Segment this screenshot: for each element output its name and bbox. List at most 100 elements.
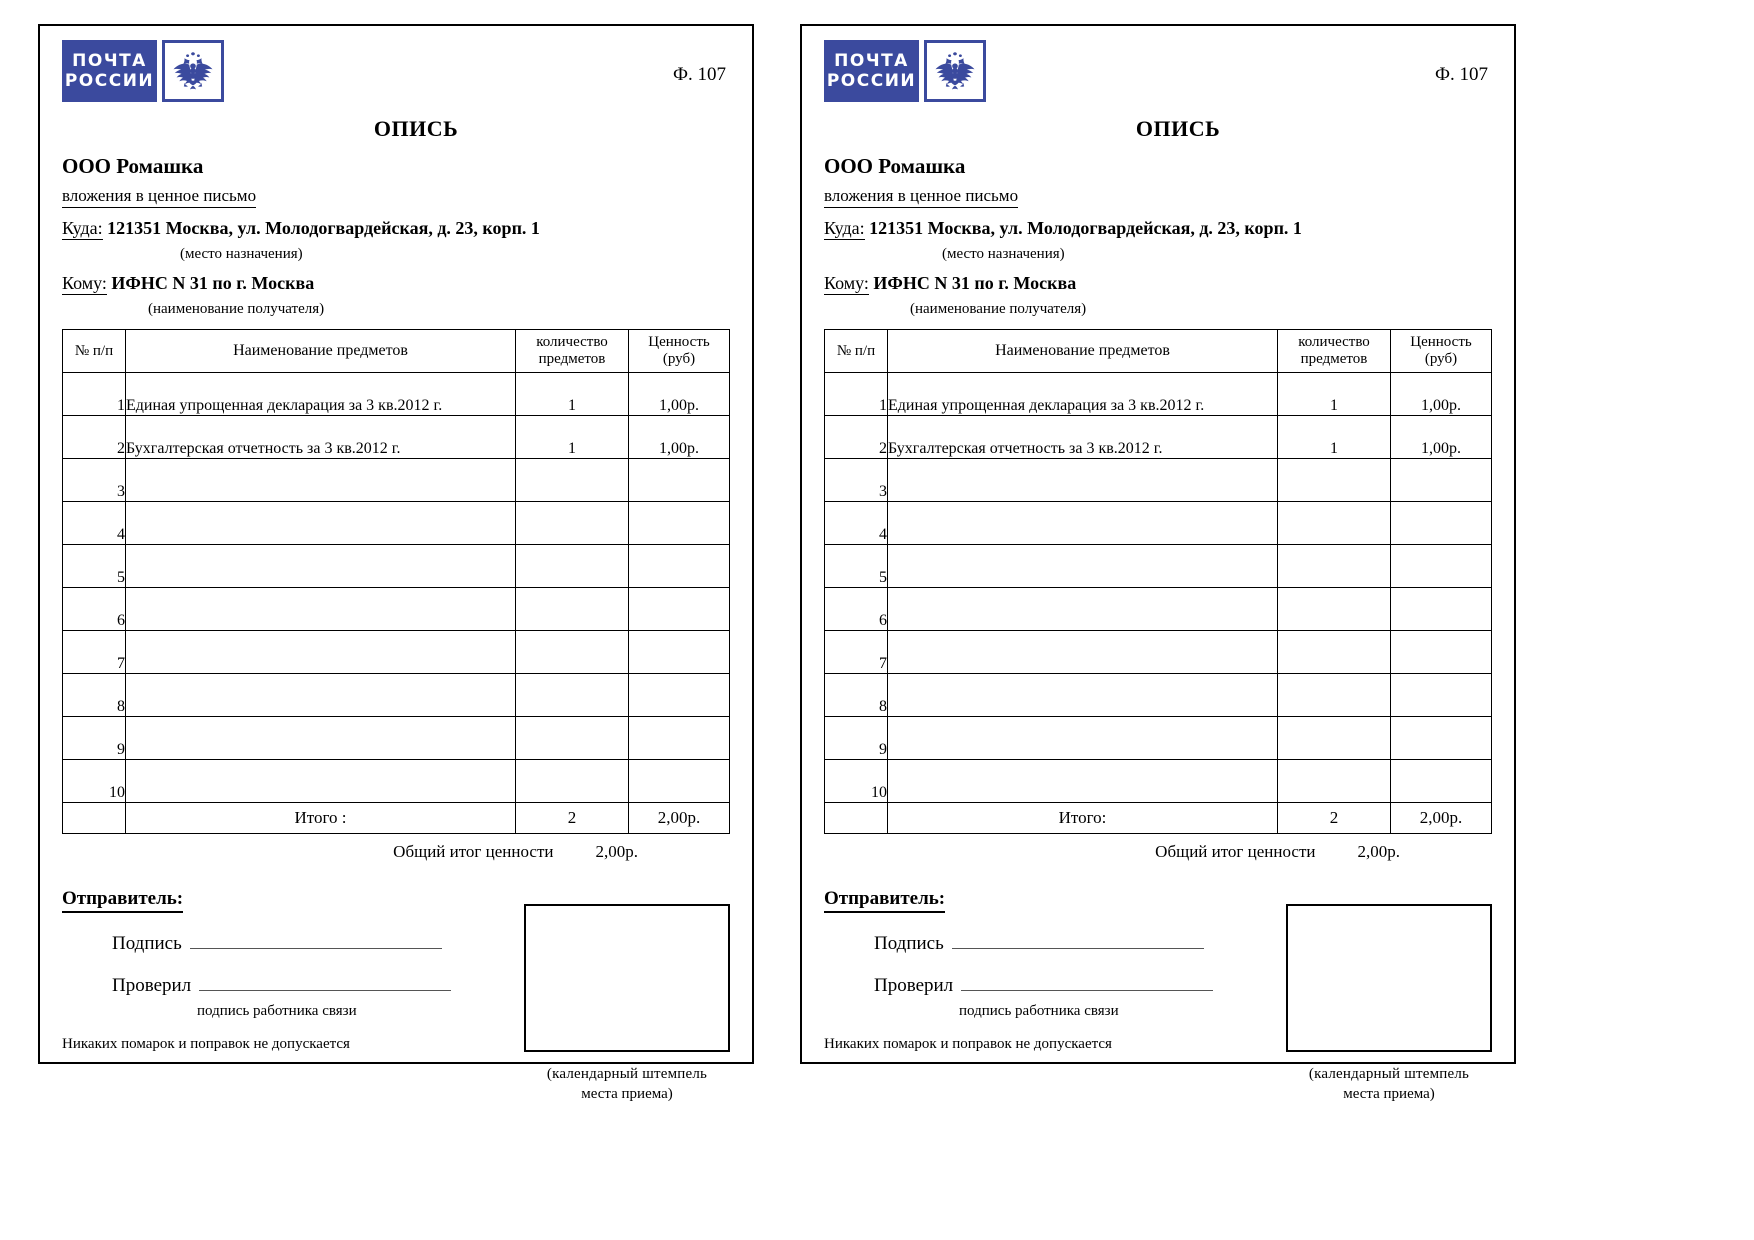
- row-quantity[interactable]: [515, 673, 629, 717]
- row-value[interactable]: [628, 544, 730, 588]
- logo-line-2: РОССИИ: [64, 70, 155, 91]
- row-item-name[interactable]: Единая упрощенная декларация за 3 кв.201…: [887, 372, 1278, 416]
- row-value[interactable]: [628, 501, 730, 545]
- row-quantity[interactable]: 1: [1277, 415, 1391, 459]
- row-value[interactable]: [1390, 587, 1492, 631]
- double-headed-eagle-icon: [162, 40, 224, 102]
- row-number: 5: [824, 544, 888, 588]
- organization-name: ООО Ромашка: [824, 154, 966, 178]
- row-value[interactable]: [1390, 501, 1492, 545]
- row-item-name[interactable]: [887, 716, 1278, 760]
- row-number: 4: [824, 501, 888, 545]
- grand-total-label: Общий итог ценности: [1155, 842, 1316, 861]
- destination-line: Куда: 121351 Москва, ул. Молодогвардейск…: [62, 218, 730, 240]
- table-row: 10: [824, 759, 1492, 803]
- row-item-name[interactable]: [887, 544, 1278, 588]
- row-quantity[interactable]: 1: [515, 372, 629, 416]
- row-value[interactable]: [1390, 673, 1492, 717]
- stamp-caption-line1: (календарный штемпель: [546, 1066, 708, 1082]
- row-quantity[interactable]: [1277, 544, 1391, 588]
- table-row: 2 Бухгалтерская отчетность за 3 кв.2012 г…: [824, 415, 1492, 459]
- row-quantity[interactable]: [515, 544, 629, 588]
- row-item-name[interactable]: [125, 587, 516, 631]
- row-value[interactable]: 1,00р.: [628, 372, 730, 416]
- logo-wordmark: ПОЧТА РОССИИ: [824, 40, 919, 102]
- row-item-name[interactable]: [887, 630, 1278, 674]
- total-label: Итого :: [125, 802, 516, 834]
- table-row: 10: [62, 759, 730, 803]
- row-value[interactable]: [1390, 630, 1492, 674]
- row-value[interactable]: [628, 759, 730, 803]
- no-corrections-note: Никаких помарок и поправок не допускаетс…: [824, 1036, 1112, 1052]
- row-value[interactable]: [1390, 716, 1492, 760]
- row-item-name[interactable]: Бухгалтерская отчетность за 3 кв.2012 г.: [887, 415, 1278, 459]
- row-quantity[interactable]: [1277, 630, 1391, 674]
- logo-line-1: ПОЧТА: [834, 51, 909, 72]
- stamp-caption-line2: места приема): [581, 1086, 673, 1103]
- row-quantity[interactable]: [1277, 501, 1391, 545]
- row-item-name[interactable]: [125, 630, 516, 674]
- row-value[interactable]: [628, 673, 730, 717]
- row-item-name[interactable]: [887, 458, 1278, 502]
- table-row: 5: [824, 544, 1492, 588]
- row-quantity[interactable]: [515, 759, 629, 803]
- row-value[interactable]: [628, 587, 730, 631]
- page-title: ОПИСЬ: [373, 116, 459, 141]
- row-value[interactable]: [1390, 544, 1492, 588]
- row-quantity[interactable]: [515, 716, 629, 760]
- recipient-label: Кому:: [824, 273, 869, 295]
- row-quantity[interactable]: [1277, 759, 1391, 803]
- row-number: 3: [62, 458, 126, 502]
- row-quantity[interactable]: [515, 587, 629, 631]
- checked-rule[interactable]: [199, 976, 452, 991]
- logo-line-1: ПОЧТА: [72, 51, 147, 72]
- form-subtitle: вложения в ценное письмо: [824, 186, 1019, 208]
- row-value[interactable]: 1,00р.: [1390, 415, 1492, 459]
- row-item-name[interactable]: [125, 673, 516, 717]
- row-item-name[interactable]: [887, 673, 1278, 717]
- checked-rule[interactable]: [961, 976, 1214, 991]
- table-header-row: № п/п Наименование предметов количество …: [824, 329, 1492, 373]
- row-quantity[interactable]: [515, 458, 629, 502]
- row-number: 10: [824, 759, 888, 803]
- row-value[interactable]: 1,00р.: [1390, 372, 1492, 416]
- total-quantity: 2: [515, 802, 629, 834]
- row-value[interactable]: [1390, 759, 1492, 803]
- table-row: 9: [824, 716, 1492, 760]
- row-item-name[interactable]: [125, 544, 516, 588]
- stamp-caption-line1: (календарный штемпель: [1308, 1066, 1470, 1082]
- logo-wordmark: ПОЧТА РОССИИ: [62, 40, 157, 102]
- row-item-name[interactable]: [125, 501, 516, 545]
- signature-rule[interactable]: [189, 934, 442, 949]
- table-row: 6: [824, 587, 1492, 631]
- calendar-stamp-box: [1286, 904, 1492, 1052]
- row-item-name[interactable]: [887, 759, 1278, 803]
- row-value[interactable]: [628, 630, 730, 674]
- row-quantity[interactable]: [1277, 587, 1391, 631]
- row-value[interactable]: [628, 716, 730, 760]
- row-quantity[interactable]: [1277, 716, 1391, 760]
- row-quantity[interactable]: 1: [1277, 372, 1391, 416]
- row-item-name[interactable]: [125, 716, 516, 760]
- row-value[interactable]: 1,00р.: [628, 415, 730, 459]
- row-value[interactable]: [628, 458, 730, 502]
- row-value[interactable]: [1390, 458, 1492, 502]
- row-item-name[interactable]: [887, 587, 1278, 631]
- row-quantity[interactable]: [515, 630, 629, 674]
- table-row: 4: [824, 501, 1492, 545]
- table-row: 7: [62, 630, 730, 674]
- form-footer: Отправитель: Подпись Проверил подпись ра…: [824, 888, 1492, 1102]
- row-item-name[interactable]: [887, 501, 1278, 545]
- opis-form-copy-right: ПОЧТА РОССИИ: [800, 24, 1516, 1102]
- row-item-name[interactable]: [125, 458, 516, 502]
- row-quantity[interactable]: [1277, 673, 1391, 717]
- checked-label: Проверил: [874, 975, 954, 996]
- row-quantity[interactable]: [515, 501, 629, 545]
- row-item-name[interactable]: [125, 759, 516, 803]
- row-number: 10: [62, 759, 126, 803]
- row-quantity[interactable]: 1: [515, 415, 629, 459]
- row-quantity[interactable]: [1277, 458, 1391, 502]
- signature-rule[interactable]: [951, 934, 1204, 949]
- row-item-name[interactable]: Бухгалтерская отчетность за 3 кв.2012 г.: [125, 415, 516, 459]
- row-item-name[interactable]: Единая упрощенная декларация за 3 кв.201…: [125, 372, 516, 416]
